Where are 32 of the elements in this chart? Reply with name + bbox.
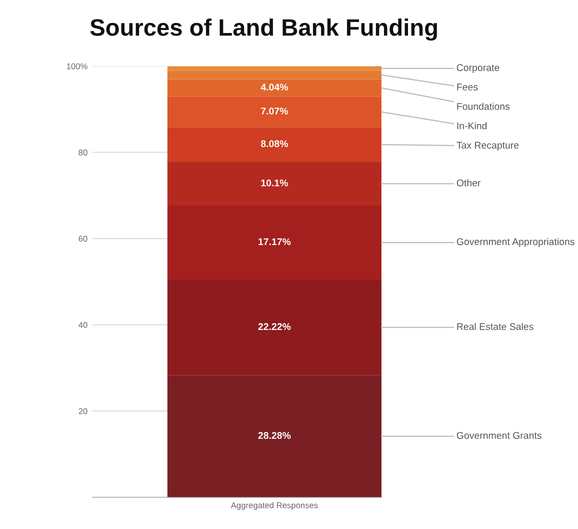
text: Fees	[457, 84, 478, 90]
bar	[167, 70, 382, 80]
text: Corporate	[456, 64, 500, 73]
bar	[167, 66, 382, 71]
y-tick-label: 40	[78, 322, 88, 328]
text: Tax Recapture	[456, 142, 519, 151]
bar	[167, 375, 382, 498]
chart-title: Sources of Land Bank Funding	[90, 18, 437, 41]
bar	[167, 96, 382, 128]
text: Foundations	[457, 102, 510, 110]
bar	[167, 79, 382, 97]
y-tick-label: 20	[78, 408, 88, 414]
data-label: 8.08%	[260, 140, 288, 148]
text: Other	[456, 179, 481, 186]
text: In-Kind	[457, 122, 487, 130]
data-label: 22.22%	[258, 323, 291, 330]
text: Government Appropriations	[456, 238, 574, 248]
y-tick-label: 80	[78, 150, 88, 156]
data-label: 17.17%	[258, 238, 291, 246]
data-label: 7.07%	[261, 108, 288, 114]
text: Government Grants	[456, 432, 542, 439]
bar	[167, 162, 382, 206]
bar	[167, 280, 382, 376]
data-label: 28.28%	[258, 432, 291, 439]
text: Real Estate Sales	[457, 322, 534, 330]
y-tick-label: 100%	[66, 63, 88, 70]
data-label: 4.04%	[260, 84, 288, 91]
x-tick-label: Aggregated Responses	[230, 502, 318, 510]
data-label: 10.1%	[261, 179, 288, 186]
bar	[167, 127, 382, 162]
y-tick-label: 60	[78, 236, 88, 242]
bar	[167, 206, 382, 280]
